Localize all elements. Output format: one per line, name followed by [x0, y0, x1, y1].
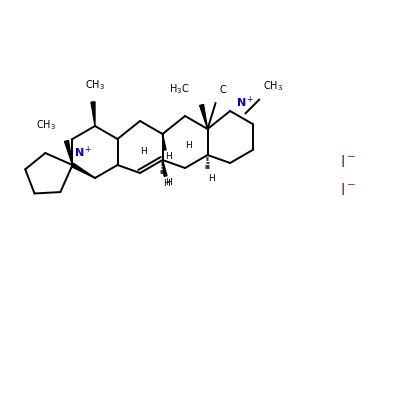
Text: H: H — [164, 179, 170, 188]
Polygon shape — [162, 160, 167, 176]
Text: H$_3$C: H$_3$C — [170, 82, 190, 96]
Text: I$^-$: I$^-$ — [340, 182, 356, 198]
Polygon shape — [162, 134, 166, 150]
Text: H: H — [208, 174, 215, 183]
Text: CH$_3$: CH$_3$ — [36, 118, 56, 132]
Text: CH$_3$: CH$_3$ — [85, 78, 105, 92]
Text: H: H — [140, 146, 146, 156]
Text: H: H — [165, 178, 172, 187]
Polygon shape — [72, 163, 95, 178]
Text: H: H — [165, 152, 172, 161]
Text: N$^+$: N$^+$ — [236, 95, 255, 110]
Text: I$^-$: I$^-$ — [340, 154, 356, 170]
Polygon shape — [91, 102, 95, 126]
Polygon shape — [64, 140, 72, 165]
Text: C: C — [220, 85, 226, 95]
Text: H: H — [185, 142, 192, 150]
Text: N$^+$: N$^+$ — [74, 145, 93, 160]
Text: CH$_3$: CH$_3$ — [263, 80, 283, 94]
Polygon shape — [200, 104, 208, 129]
